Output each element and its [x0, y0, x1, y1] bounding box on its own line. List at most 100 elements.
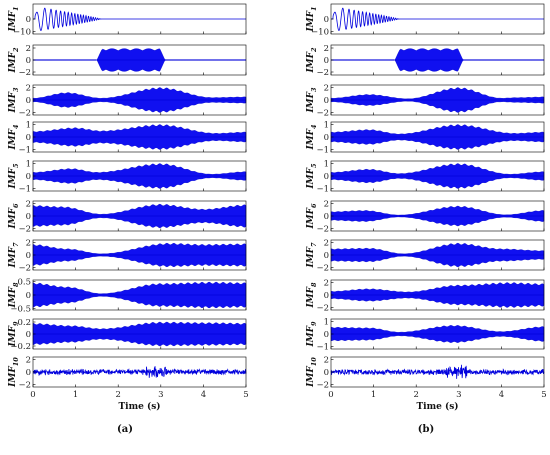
xtick-label: 5 [541, 390, 546, 400]
ytick-label: −2 [18, 381, 31, 391]
series-imf10 [330, 364, 545, 379]
ylabel-subscript: 9 [310, 321, 318, 326]
ylabel-subscript: 2 [12, 47, 20, 53]
ylabel-subscript: 4 [310, 124, 318, 129]
ylabel-subscript: 4 [12, 124, 20, 129]
ytick-label: 2 [26, 200, 31, 210]
ylabel-main: IMF [306, 366, 316, 388]
ylabel-imf6: IMF6 [306, 203, 318, 230]
ytick-label: 1 [324, 121, 329, 131]
ytick-label: 2 [26, 84, 31, 94]
ytick-label: 0 [324, 133, 329, 143]
xtick-label: 5 [243, 390, 248, 400]
ytick-label: 0 [26, 330, 31, 340]
ytick-label: 0 [324, 330, 329, 340]
ytick-label: 0 [26, 56, 31, 66]
ylabel-subscript: 8 [12, 282, 20, 287]
ytick-label: 0 [324, 172, 329, 182]
ytick-label: 0 [26, 291, 31, 301]
ylabel-main: IMF [8, 167, 18, 189]
panel-label-a: (a) [117, 424, 133, 435]
ytick-label: −2 [316, 381, 329, 391]
ytick-label: 2 [324, 279, 329, 289]
ylabel-subscript: 8 [310, 282, 318, 287]
ytick-label: −1 [18, 185, 31, 195]
ylabel-imf4: IMF4 [306, 124, 318, 151]
ytick-label: −2 [316, 225, 329, 235]
chart-a: 0−10IMF120−2IMF220−2IMF310−1IMF410−1IMF5… [8, 3, 249, 435]
ytick-label: 0 [26, 96, 31, 106]
ytick-label: −1 [316, 185, 329, 195]
ytick-label: 0 [324, 96, 329, 106]
ylabel-imf7: IMF7 [8, 242, 20, 269]
ytick-label: 2 [324, 239, 329, 249]
ylabel-main: IMF [8, 91, 18, 113]
ytick-label: 0.5 [17, 277, 31, 287]
ylabel-subscript: 3 [12, 87, 20, 92]
ylabel-imf10: IMF10 [306, 357, 318, 388]
ytick-label: 0 [324, 368, 329, 378]
ytick-label: −2 [18, 68, 31, 78]
ytick-label: 0 [26, 172, 31, 182]
ylabel-main: IMF [8, 246, 18, 268]
ytick-label: 0 [26, 212, 31, 222]
ytick-label: −2 [18, 225, 31, 235]
ylabel-imf10: IMF10 [8, 357, 20, 388]
ytick-label: 0 [26, 251, 31, 261]
ylabel-subscript: 7 [12, 242, 20, 247]
ylabel-main: IMF [306, 325, 316, 347]
ytick-label: 1 [324, 160, 329, 170]
ytick-label: −2 [316, 109, 329, 119]
ytick-label: −0.5 [10, 305, 31, 315]
chart-b: 0−10IMF120−2IMF220−2IMF310−1IMF410−1IMF5… [306, 3, 547, 435]
ytick-label: −0.2 [10, 342, 31, 352]
ytick-label: 1 [324, 318, 329, 328]
series-imf10 [32, 366, 247, 378]
ylabel-imf1: IMF1 [8, 6, 20, 32]
xaxis-label: Time (s) [118, 401, 160, 412]
ylabel-main: IMF [306, 246, 316, 268]
ylabel-imf9: IMF9 [8, 321, 20, 348]
panel-label-b: (b) [418, 424, 434, 435]
ytick-label: 1 [26, 160, 31, 170]
ylabel-subscript: 10 [12, 357, 20, 367]
ytick-label: 2 [26, 356, 31, 366]
xtick-label: 3 [456, 390, 461, 400]
ylabel-subscript: 1 [310, 6, 318, 11]
ytick-label: 0 [324, 15, 329, 25]
ytick-label: 0 [324, 251, 329, 261]
ylabel-main: IMF [8, 366, 18, 388]
ytick-label: 0 [26, 133, 31, 143]
xaxis-label: Time (s) [416, 401, 458, 412]
ylabel-imf7: IMF7 [306, 242, 318, 269]
ytick-label: −2 [316, 304, 329, 314]
ylabel-imf8: IMF8 [8, 282, 20, 309]
ylabel-main: IMF [306, 207, 316, 229]
ylabel-imf6: IMF6 [8, 203, 20, 230]
ytick-label: −10 [13, 28, 31, 38]
ylabel-imf5: IMF5 [8, 163, 20, 190]
ylabel-imf2: IMF2 [8, 47, 20, 74]
ylabel-main: IMF [8, 286, 18, 308]
ylabel-main: IMF [306, 286, 316, 308]
ylabel-subscript: 10 [310, 357, 318, 367]
ylabel-imf2: IMF2 [306, 47, 318, 74]
ytick-label: 2 [324, 84, 329, 94]
ytick-label: 2 [324, 44, 329, 54]
ylabel-subscript: 9 [12, 321, 20, 326]
ylabel-imf3: IMF3 [306, 87, 318, 114]
